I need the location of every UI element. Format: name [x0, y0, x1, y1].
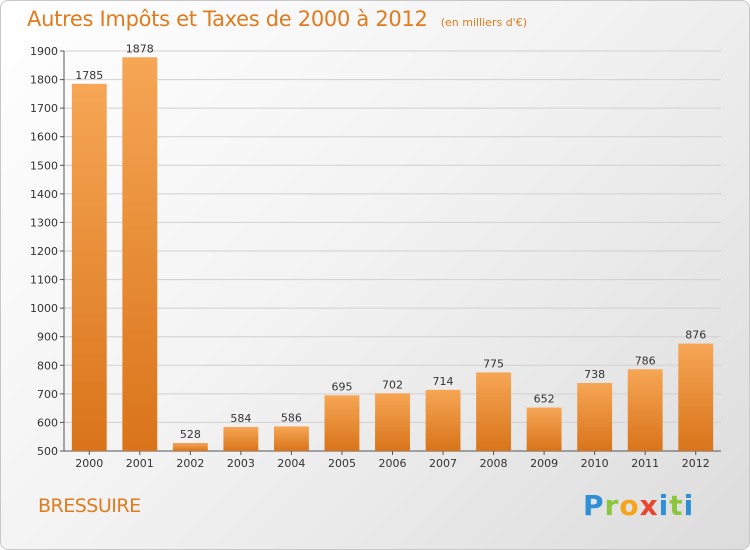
y-tick-label: 1800: [30, 74, 58, 87]
labels: 500 600 700 800 900 1000 1100 1200 1300 1400 1500 1…: [30, 42, 710, 470]
proxiti-logo: Proxiti: [583, 489, 694, 522]
bar: [425, 389, 461, 451]
bars: [71, 57, 714, 452]
chart-title: Autres Impôts et Taxes de 2000 à 2012: [27, 7, 428, 31]
bar: [223, 427, 259, 451]
x-tick-label: 2002: [176, 457, 204, 470]
x-tick-label: 2000: [75, 457, 103, 470]
bar: [577, 383, 613, 451]
x-tick-label: 2003: [227, 457, 255, 470]
logo-letter: i: [683, 489, 695, 522]
bar-value-label: 775: [483, 357, 504, 370]
bar-value-label: 695: [331, 380, 352, 393]
logo-letter: t: [669, 489, 684, 522]
y-tick-label: 1400: [30, 188, 58, 201]
bar-value-label: 528: [180, 428, 201, 441]
bar-value-label: 714: [433, 375, 454, 388]
x-tick-label: 2009: [530, 457, 558, 470]
y-tick-label: 500: [37, 445, 58, 458]
bar: [375, 393, 410, 451]
y-tick-label: 1000: [30, 302, 58, 315]
y-tick-label: 1900: [30, 45, 58, 58]
y-tick-label: 1600: [30, 131, 58, 144]
chart-subtitle: (en milliers d'€): [440, 16, 527, 29]
y-tick-label: 700: [37, 388, 58, 401]
logo-letter: o: [619, 489, 640, 522]
y-tick-label: 600: [37, 416, 58, 429]
x-tick-label: 2006: [379, 457, 407, 470]
bar-value-label: 1785: [75, 69, 103, 82]
y-tick-label: 1100: [30, 274, 58, 287]
x-tick-label: 2011: [631, 457, 659, 470]
bar-value-label: 584: [230, 412, 251, 425]
y-tick-label: 1300: [30, 216, 58, 229]
bar: [172, 443, 208, 451]
bar: [273, 426, 309, 451]
bar: [122, 57, 158, 452]
bar: [627, 369, 663, 451]
bar-value-label: 876: [685, 329, 706, 342]
grid-lines: [64, 50, 721, 423]
y-tick-label: 800: [37, 359, 58, 372]
bar: [678, 343, 714, 451]
bar-value-label: 586: [281, 411, 302, 424]
bar-value-label: 702: [382, 378, 403, 391]
x-tick-label: 2007: [429, 457, 457, 470]
commune-name: BRESSUIRE: [38, 495, 141, 517]
logo-letter: i: [658, 489, 670, 522]
x-tick-label: 2001: [126, 457, 154, 470]
bar: [526, 407, 562, 451]
logo-letter: P: [583, 489, 605, 522]
x-tick-label: 2008: [480, 457, 508, 470]
x-tick-label: 2005: [328, 457, 356, 470]
bar-value-label: 786: [635, 354, 656, 367]
x-tick-label: 2004: [277, 457, 305, 470]
x-tick-label: 2010: [581, 457, 609, 470]
logo-letter: r: [604, 489, 620, 522]
x-tick-label: 2012: [682, 457, 710, 470]
bar-value-label: 1878: [126, 42, 154, 55]
y-tick-label: 1200: [30, 245, 58, 258]
bar: [476, 372, 512, 451]
bar-value-label: 652: [534, 393, 555, 406]
y-tick-label: 1700: [30, 102, 58, 115]
chart-header: Autres Impôts et Taxes de 2000 à 2012 (e…: [27, 7, 527, 31]
bar: [324, 395, 360, 451]
y-tick-label: 1500: [30, 159, 58, 172]
logo-letter: x: [639, 489, 659, 522]
bar: [71, 83, 107, 451]
bar-value-label: 738: [584, 368, 605, 381]
y-tick-label: 900: [37, 331, 58, 344]
